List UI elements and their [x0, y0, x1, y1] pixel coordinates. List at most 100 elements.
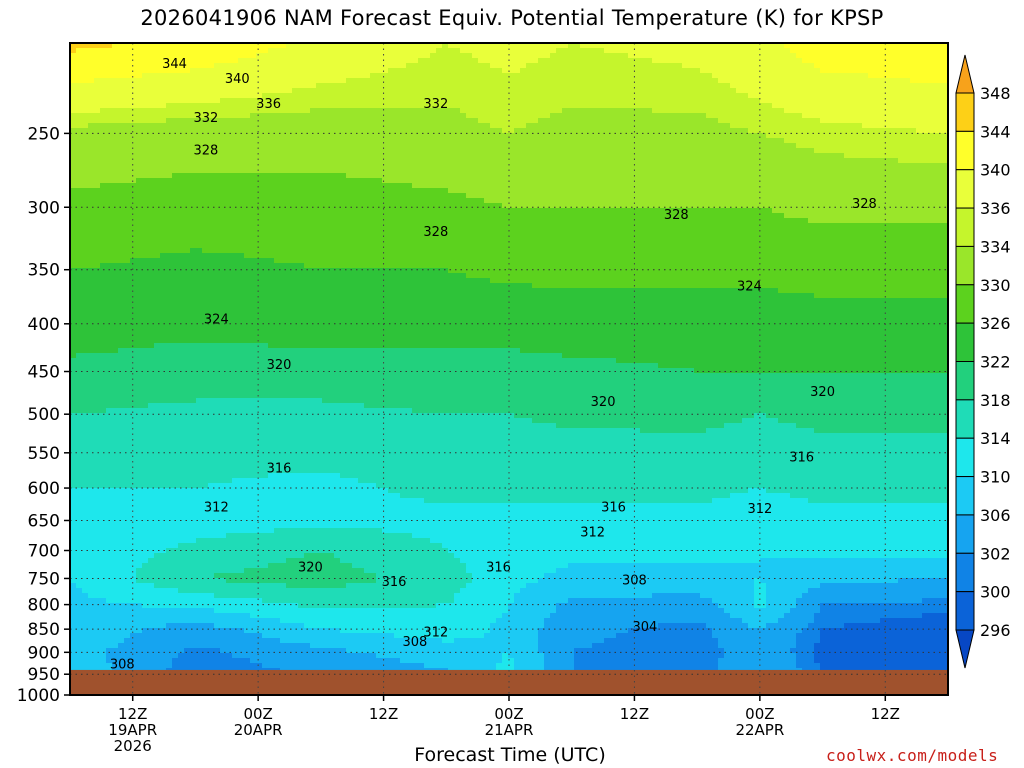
field-cell: [100, 578, 107, 584]
field-cell: [268, 288, 275, 294]
field-cell: [214, 188, 221, 194]
field-cell: [208, 423, 215, 429]
field-cell: [196, 583, 203, 589]
field-cell: [172, 608, 179, 614]
field-cell: [226, 363, 233, 369]
field-cell: [148, 168, 155, 174]
field-cell: [70, 328, 77, 334]
field-cell: [88, 543, 95, 549]
field-cell: [262, 168, 269, 174]
field-cell: [160, 183, 167, 189]
field-cell: [202, 513, 209, 519]
field-cell: [286, 123, 293, 129]
field-cell: [268, 503, 275, 509]
field-cell: [232, 123, 239, 129]
field-cell: [76, 583, 83, 589]
field-cell: [256, 128, 263, 134]
field-cell: [184, 358, 191, 364]
field-cell: [190, 138, 197, 144]
field-cell: [274, 663, 281, 669]
field-cell: [232, 53, 239, 59]
field-cell: [250, 313, 257, 319]
field-cell: [238, 158, 245, 164]
field-cell: [208, 148, 215, 154]
field-cell: [160, 368, 167, 374]
field-cell: [286, 223, 293, 229]
field-cell: [226, 168, 233, 174]
field-cell: [82, 643, 89, 649]
field-cell: [226, 263, 233, 269]
field-cell: [166, 243, 173, 249]
field-cell: [226, 103, 233, 109]
field-cell: [208, 393, 215, 399]
field-cell: [250, 163, 257, 169]
field-cell: [70, 363, 77, 369]
field-cell: [232, 58, 239, 64]
field-cell: [142, 148, 149, 154]
field-cell: [142, 648, 149, 654]
field-cell: [166, 148, 173, 154]
field-cell: [142, 188, 149, 194]
field-cell: [124, 128, 131, 134]
field-cell: [94, 428, 101, 434]
field-cell: [184, 43, 191, 49]
field-cell: [94, 488, 101, 494]
field-cell: [112, 618, 119, 624]
field-cell: [202, 218, 209, 224]
field-cell: [226, 173, 233, 179]
field-cell: [286, 473, 293, 479]
field-cell: [172, 633, 179, 639]
field-cell: [160, 318, 167, 324]
field-cell: [106, 143, 113, 149]
field-cell: [82, 128, 89, 134]
field-cell: [244, 533, 251, 539]
field-cell: [238, 523, 245, 529]
field-cell: [292, 613, 299, 619]
field-cell: [154, 123, 161, 129]
field-cell: [244, 333, 251, 339]
field-cell: [112, 653, 119, 659]
field-cell: [178, 383, 185, 389]
field-cell: [184, 218, 191, 224]
field-cell: [148, 423, 155, 429]
field-cell: [220, 48, 227, 54]
field-cell: [274, 268, 281, 274]
field-cell: [70, 418, 77, 424]
field-cell: [106, 628, 113, 634]
field-cell: [262, 308, 269, 314]
field-cell: [286, 288, 293, 294]
field-cell: [208, 118, 215, 124]
field-cell: [148, 228, 155, 234]
field-cell: [280, 638, 287, 644]
field-cell: [172, 283, 179, 289]
field-cell: [124, 518, 131, 524]
field-cell: [160, 453, 167, 459]
field-cell: [202, 183, 209, 189]
field-cell: [184, 328, 191, 334]
field-cell: [226, 618, 233, 624]
field-cell: [148, 113, 155, 119]
field-cell: [136, 188, 143, 194]
field-cell: [238, 588, 245, 594]
field-cell: [100, 463, 107, 469]
field-cell: [178, 68, 185, 74]
field-cell: [220, 253, 227, 259]
field-cell: [226, 278, 233, 284]
field-cell: [232, 148, 239, 154]
field-cell: [250, 508, 257, 514]
field-cell: [184, 463, 191, 469]
field-cell: [202, 253, 209, 259]
field-cell: [142, 408, 149, 414]
field-cell: [124, 348, 131, 354]
field-cell: [184, 138, 191, 144]
field-cell: [76, 458, 83, 464]
field-cell: [112, 193, 119, 199]
field-cell: [130, 58, 137, 64]
field-cell: [286, 548, 293, 554]
field-cell: [202, 43, 209, 49]
field-cell: [178, 368, 185, 374]
field-cell: [232, 168, 239, 174]
field-cell: [178, 658, 185, 664]
field-cell: [214, 633, 221, 639]
field-cell: [82, 208, 89, 214]
